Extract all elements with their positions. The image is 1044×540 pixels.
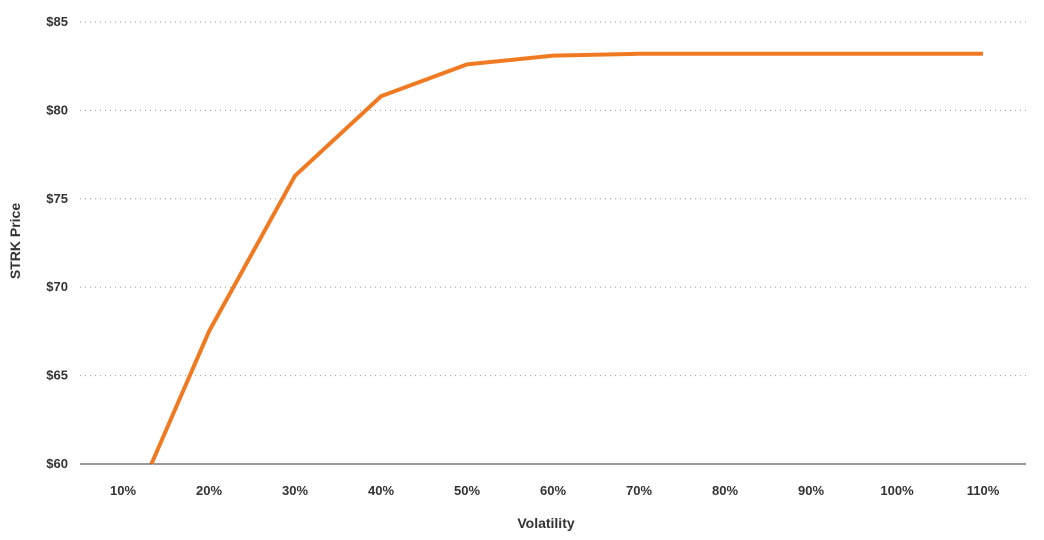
x-tick-label: 80% [712, 483, 738, 498]
series-line [149, 51, 983, 465]
y-tick-label: $85 [46, 14, 68, 29]
y-tick-label: $65 [46, 368, 68, 383]
x-tick-label: 40% [368, 483, 394, 498]
tick-labels: $60 $65 $70 $75 $80 $85 10% 20% 30% 40% 50% 60% 70% 8… [46, 14, 999, 498]
x-tick-label: 100% [880, 483, 914, 498]
y-tick-label: $70 [46, 279, 68, 294]
series-layer [149, 51, 983, 465]
x-tick-label: 10% [110, 483, 136, 498]
y-tick-label: $60 [46, 456, 68, 471]
x-tick-label: 20% [196, 483, 222, 498]
x-tick-label: 30% [282, 483, 308, 498]
x-tick-label: 70% [626, 483, 652, 498]
x-tick-label: 50% [454, 483, 480, 498]
gridlines [80, 21, 1026, 377]
x-tick-label: 110% [967, 483, 1000, 498]
x-tick-label: 90% [798, 483, 824, 498]
x-tick-label: 60% [540, 483, 566, 498]
y-tick-label: $75 [46, 191, 68, 206]
y-tick-label: $80 [46, 102, 68, 117]
x-axis-title: Volatility [517, 515, 575, 531]
y-axis-title: STRK Price [7, 203, 23, 279]
